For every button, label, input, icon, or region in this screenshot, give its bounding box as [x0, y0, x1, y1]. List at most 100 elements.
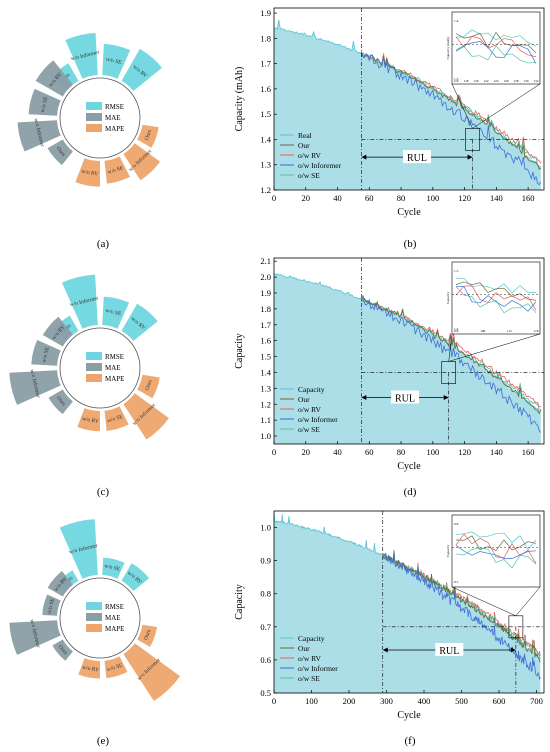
y-tick-label: 1.7: [260, 59, 271, 69]
y-tick-label: 2.0: [260, 272, 271, 282]
radial-bar-label: w/o SE: [41, 346, 51, 364]
series-line-informer: [382, 552, 541, 680]
inset-y-tick: 1.5: [454, 269, 459, 273]
rul-label: RUL: [407, 153, 427, 164]
x-axis-label: Cycle: [397, 461, 421, 472]
line-chart-f: RUL Capacity 0.8 0.7 0 100 200 300 400 500 600 700 0…: [234, 510, 545, 721]
series-line-informer: [360, 295, 542, 433]
caption-e: (e): [96, 735, 110, 747]
radial-bar-rmse-w-o-informer: [59, 519, 98, 579]
radial-bar-rmse-w-o-informer: [61, 274, 98, 329]
y-tick-label: 1.6: [260, 84, 271, 94]
x-tick-label: 100: [305, 696, 318, 706]
y-tick-label: 1.6: [260, 336, 271, 346]
y-tick-label: 1.5: [260, 352, 271, 362]
inset-connector-left: [451, 586, 516, 617]
y-tick-label: 1.1: [260, 415, 271, 425]
x-tick-label: 300: [380, 696, 393, 706]
x-tick-label: 140: [490, 447, 503, 457]
radial-bar-label: Ours: [144, 129, 153, 141]
legend-swatch-mape: [86, 624, 102, 632]
inset-series-line: [455, 547, 537, 569]
x-tick-label: 60: [365, 447, 374, 457]
y-tick-label: 0.5: [260, 688, 271, 698]
legend-label: o/w SE: [298, 425, 320, 434]
radial-bar-mae-w-o-informer: [9, 620, 61, 655]
legend-label-mape: MAPE: [105, 375, 124, 383]
radial-bar-label: Ours: [55, 395, 67, 407]
legend-label-rmse: RMSE: [105, 353, 124, 361]
radial-bar-mae-ours: [47, 139, 73, 166]
capacity-area: [274, 512, 541, 693]
radial-bar-mape-w-o-rv: [77, 408, 100, 432]
x-tick-label: 0: [272, 696, 276, 706]
radial-bar-label: w/o SE: [40, 96, 50, 114]
legend-label-mape: MAPE: [105, 125, 124, 133]
radial-bar-label: Ours: [143, 629, 152, 641]
y-tick-label: 1.4: [260, 367, 271, 377]
legend-label: o/w RV: [298, 151, 322, 160]
x-tick-label: 40: [333, 447, 342, 457]
legend-swatch-mae: [86, 363, 102, 371]
y-tick-label: 1.5: [260, 109, 271, 119]
inset-series-line: [455, 286, 537, 312]
caption-a: (a): [96, 238, 110, 250]
x-tick-label: 160: [522, 193, 535, 203]
inset-x-tick: 118: [464, 79, 469, 83]
x-tick-label: 60: [365, 193, 374, 203]
radial-bar-label: w/o SE: [46, 597, 56, 615]
inset-x-tick: 132: [534, 79, 539, 83]
plot-frame: [273, 257, 545, 445]
y-tick-label: 2.1: [260, 256, 271, 266]
radial-bar-rmse-w-o-rv: [121, 563, 150, 591]
legend-label-mae: MAE: [105, 364, 121, 372]
radial-bar-label: w/o SE: [106, 663, 124, 673]
radial-bar-label: Ours: [57, 644, 69, 656]
legend-swatch-rmse: [86, 602, 102, 610]
legend-label: o/w RV: [298, 405, 322, 414]
x-axis-label: Cycle: [397, 207, 421, 218]
inset-x-tick: 104: [454, 329, 459, 333]
y-axis-label: Capacity (mAh): [234, 67, 245, 132]
inset-y-tick: 1.4: [454, 327, 459, 331]
inset-x-tick: 130: [524, 79, 529, 83]
radial-bar-mape-ours: [137, 374, 160, 399]
x-tick-label: 20: [302, 447, 311, 457]
radial-bar-mae-w-o-informer: [17, 120, 61, 152]
y-tick-label: 0.8: [260, 589, 271, 599]
inset-connector-right: [515, 586, 541, 616]
radial-bar-mape-ours: [137, 124, 159, 148]
legend-swatch-mape: [86, 374, 102, 382]
inset-series-line: [455, 281, 537, 301]
legend-label: o/w Informer: [298, 415, 338, 424]
inset-connector-right: [448, 333, 541, 362]
x-tick-label: 100: [426, 447, 439, 457]
radial-bar-rmse-w-o-rv: [121, 303, 158, 341]
radial-bar-label: Ours: [144, 379, 153, 391]
radial-bar-mae-ours: [52, 639, 73, 661]
y-tick-label: 1.2: [260, 185, 271, 195]
radial-bar-mape-w-o-se: [104, 406, 129, 431]
x-tick-label: 100: [426, 193, 439, 203]
inset-x-tick: 108: [480, 329, 485, 333]
rul-arrowhead-right: [467, 154, 473, 160]
inset-series-line: [455, 535, 537, 551]
inset-x-tick: 116: [454, 79, 459, 83]
legend-label: o/w SE: [298, 171, 320, 180]
rul-arrowhead-left: [361, 395, 367, 400]
x-tick-label: 200: [343, 696, 356, 706]
capacity-area: [274, 273, 541, 444]
legend-swatch-mae: [86, 613, 102, 621]
legend-label: Capacity: [298, 385, 325, 394]
legend-label: o/w Informer: [298, 664, 338, 673]
x-tick-label: 700: [530, 696, 543, 706]
inset-series-line: [455, 35, 537, 58]
radial-bar-label: w/o SE: [104, 563, 122, 573]
inset-y-label: Capacity: [446, 292, 450, 305]
y-tick-label: 0.6: [260, 655, 271, 665]
y-tick-label: 0.9: [260, 556, 271, 566]
rul-arrowhead-left: [361, 154, 367, 160]
inset-x-tick: 126: [504, 79, 509, 83]
